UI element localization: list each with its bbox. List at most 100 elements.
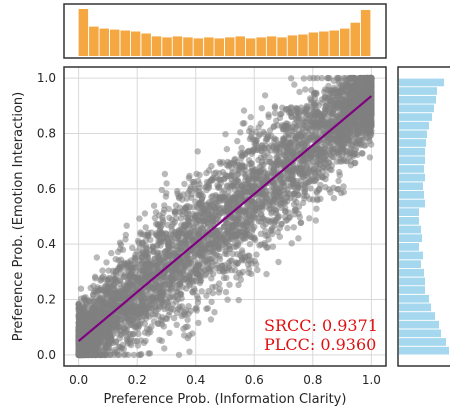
scatter-point — [302, 86, 309, 93]
top-histogram-bar — [141, 33, 151, 56]
scatter-point — [120, 351, 128, 359]
scatter-point — [340, 125, 348, 133]
right-histogram-bar — [399, 320, 439, 329]
scatter-point — [141, 295, 148, 302]
scatter-point — [204, 219, 211, 226]
scatter-point — [216, 170, 223, 177]
scatter-point — [76, 311, 83, 318]
scatter-point — [203, 257, 211, 264]
scatter-point — [260, 166, 267, 173]
top-histogram-bar — [287, 35, 298, 56]
scatter-point — [189, 289, 196, 296]
scatter-point — [233, 243, 240, 250]
scatter-point — [155, 312, 162, 319]
scatter-point — [237, 207, 244, 214]
scatter-point — [335, 141, 342, 148]
scatter-point — [163, 180, 170, 187]
scatter-point — [247, 113, 254, 121]
scatter-point — [221, 222, 228, 230]
right-histogram-bar — [399, 95, 436, 104]
right-histogram-bar — [399, 329, 441, 338]
scatter-point — [226, 227, 233, 235]
top-histogram-bar — [266, 36, 277, 56]
scatter-point — [276, 224, 284, 232]
scatter-point — [240, 107, 248, 114]
scatter-point — [157, 303, 164, 310]
scatter-point — [242, 151, 249, 158]
right-histogram-bar — [399, 243, 419, 251]
scatter-point — [302, 179, 310, 186]
scatter-point — [273, 209, 280, 217]
right-histogram-bar — [399, 147, 425, 156]
scatter-point — [103, 259, 110, 266]
scatter-point — [238, 161, 245, 168]
scatter-point — [187, 307, 194, 315]
right-histogram-bar — [399, 217, 419, 225]
scatter-point — [222, 250, 229, 257]
scatter-point — [177, 229, 184, 237]
scatter-point — [184, 316, 191, 323]
scatter-point — [306, 215, 313, 222]
scatter-point — [283, 145, 290, 152]
scatter-point — [157, 242, 164, 249]
scatter-point — [100, 333, 108, 340]
scatter-point — [182, 262, 189, 269]
right-histogram-bar — [399, 294, 429, 303]
scatter-point — [291, 168, 298, 175]
scatter-point — [353, 86, 361, 94]
scatter-point — [107, 296, 115, 304]
scatter-point — [243, 222, 250, 230]
scatter-point — [336, 74, 343, 82]
scatter-point — [336, 172, 343, 179]
scatter-point — [207, 265, 214, 272]
scatter-point — [258, 105, 265, 112]
scatter-point — [131, 274, 138, 282]
scatter-point — [229, 250, 237, 258]
right-histogram-bar — [399, 156, 425, 165]
scatter-point — [184, 190, 192, 197]
scatter-point — [278, 140, 285, 148]
scatter-point — [176, 204, 183, 211]
right-histogram-bar — [399, 173, 425, 182]
top-marginal-panel — [63, 3, 387, 59]
scatter-point — [183, 230, 191, 237]
scatter-point — [216, 227, 223, 234]
scatter-point — [231, 156, 238, 164]
right-histogram-bar — [399, 208, 419, 216]
scatter-point — [340, 146, 347, 153]
scatter-point — [250, 173, 257, 181]
scatter-point — [237, 129, 244, 136]
scatter-point — [216, 286, 223, 293]
scatter-point — [288, 176, 295, 183]
scatter-point — [106, 347, 113, 354]
scatter-point — [340, 74, 347, 82]
scatter-point — [286, 214, 293, 221]
right-histogram-bar — [399, 312, 435, 320]
right-histogram-bar — [399, 139, 426, 147]
scatter-point — [331, 84, 338, 92]
right-histogram-bar — [399, 104, 434, 113]
scatter-point — [264, 217, 272, 224]
scatter-point — [163, 190, 170, 197]
scatter-point — [296, 168, 303, 176]
scatter-point — [335, 177, 342, 185]
scatter-point — [205, 199, 213, 206]
scatter-point — [178, 303, 186, 310]
scatter-point — [205, 181, 212, 189]
scatter-point — [143, 249, 150, 256]
scatter-point — [150, 202, 158, 209]
scatter-point — [208, 298, 215, 306]
scatter-point — [288, 75, 295, 82]
top-histogram-bar — [120, 30, 130, 56]
scatter-point — [249, 205, 256, 213]
top-histogram-bar — [329, 30, 339, 56]
scatter-point — [284, 224, 291, 232]
scatter-point — [245, 269, 253, 276]
right-histogram-bar — [399, 234, 422, 242]
scatter-point — [254, 215, 261, 222]
scatter-point — [192, 305, 199, 312]
scatter-point — [193, 213, 200, 221]
scatter-point — [160, 209, 167, 217]
scatter-point — [315, 160, 322, 168]
scatter-point — [269, 243, 277, 250]
